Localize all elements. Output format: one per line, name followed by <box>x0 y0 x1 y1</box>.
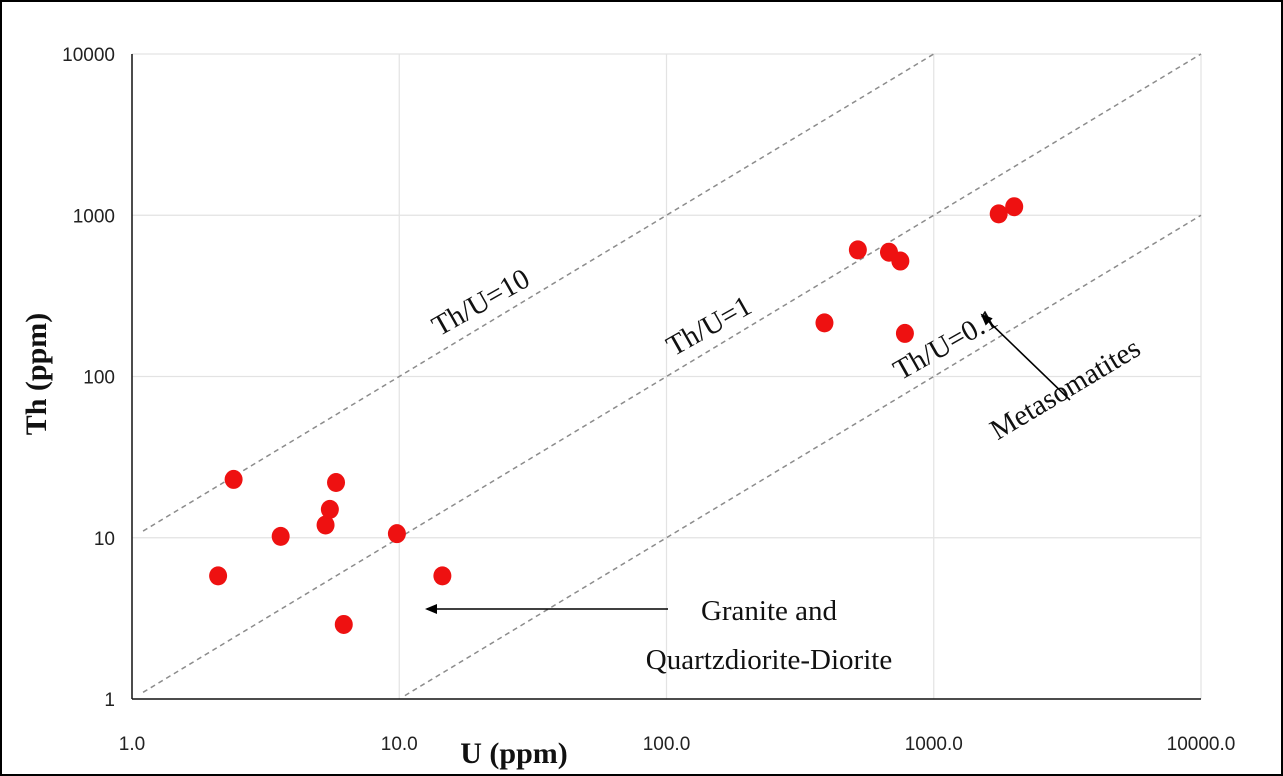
ratio-line-label: Th/U=10 <box>427 263 536 343</box>
y-axis-title: Th (ppm) <box>20 313 53 436</box>
data-point <box>891 251 910 271</box>
data-points <box>209 197 1024 634</box>
x-tick-label: 1000.0 <box>905 734 963 755</box>
data-point <box>209 566 228 586</box>
axes <box>131 54 1201 700</box>
data-point <box>327 473 346 493</box>
x-tick-label: 100.0 <box>643 734 691 755</box>
data-point <box>848 240 867 260</box>
x-tick-label: 10000.0 <box>1167 734 1236 755</box>
metasomatites-arrow <box>980 313 1071 401</box>
y-tick-label: 100 <box>83 368 115 389</box>
ratio-line <box>142 53 1202 693</box>
ratio-line <box>404 214 1202 697</box>
metasomatites-label: Metasomatites <box>985 332 1146 447</box>
reference-lines: Th/U=10 Th/U=1 Th/U=0.1 <box>142 53 1202 697</box>
granite-label-line-1: Granite and <box>701 595 838 627</box>
data-point <box>387 524 406 544</box>
data-point <box>815 313 834 333</box>
y-tick-label: 1000 <box>73 206 115 227</box>
data-point <box>1005 197 1024 217</box>
ratio-line <box>142 53 935 532</box>
y-tick-label: 1 <box>104 690 115 711</box>
data-point <box>316 515 335 535</box>
tick-labels: 1 10 100 1000 10000 1.0 10.0 100.0 1000.0 10000.0 <box>62 45 1235 755</box>
granite-label-line-2: Quartzdiorite-Diorite <box>646 644 892 676</box>
data-point <box>433 566 452 586</box>
data-point <box>895 323 914 343</box>
y-tick-label: 10000 <box>62 45 115 66</box>
data-point <box>224 469 243 489</box>
x-tick-label: 10.0 <box>381 734 418 755</box>
data-point <box>334 614 353 634</box>
x-tick-label: 1.0 <box>119 734 145 755</box>
x-axis-title: U (ppm) <box>460 737 568 770</box>
ratio-line-label: Th/U=1 <box>661 290 757 363</box>
annotations: Metasomatites Granite and Quartzdiorite-Di… <box>425 313 1146 676</box>
data-point <box>989 204 1008 224</box>
data-point <box>271 526 290 546</box>
data-point <box>320 499 339 519</box>
y-tick-label: 10 <box>94 529 115 550</box>
